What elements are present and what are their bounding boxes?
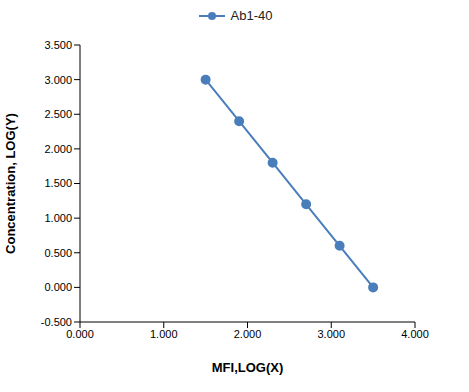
svg-text:2.000: 2.000 xyxy=(234,328,262,340)
svg-text:1.000: 1.000 xyxy=(150,328,178,340)
svg-text:0.500: 0.500 xyxy=(44,247,72,259)
svg-text:2.000: 2.000 xyxy=(44,143,72,155)
svg-text:0.000: 0.000 xyxy=(66,328,94,340)
svg-text:MFI,LOG(X): MFI,LOG(X) xyxy=(212,360,284,375)
html-text:Ab1-40: Ab1-40 xyxy=(230,8,273,23)
svg-text:4.000: 4.000 xyxy=(401,328,429,340)
svg-text:-0.500: -0.500 xyxy=(41,316,72,328)
svg-text:0.000: 0.000 xyxy=(44,281,72,293)
svg-text:1.000: 1.000 xyxy=(44,212,72,224)
svg-text:1.500: 1.500 xyxy=(44,177,72,189)
svg-text:2.500: 2.500 xyxy=(44,108,72,120)
svg-text:Concentration, LOG(Y): Concentration, LOG(Y) xyxy=(8,113,18,254)
svg-text:3.000: 3.000 xyxy=(44,74,72,86)
svg-text:3.000: 3.000 xyxy=(317,328,345,340)
svg-text:3.500: 3.500 xyxy=(44,39,72,51)
